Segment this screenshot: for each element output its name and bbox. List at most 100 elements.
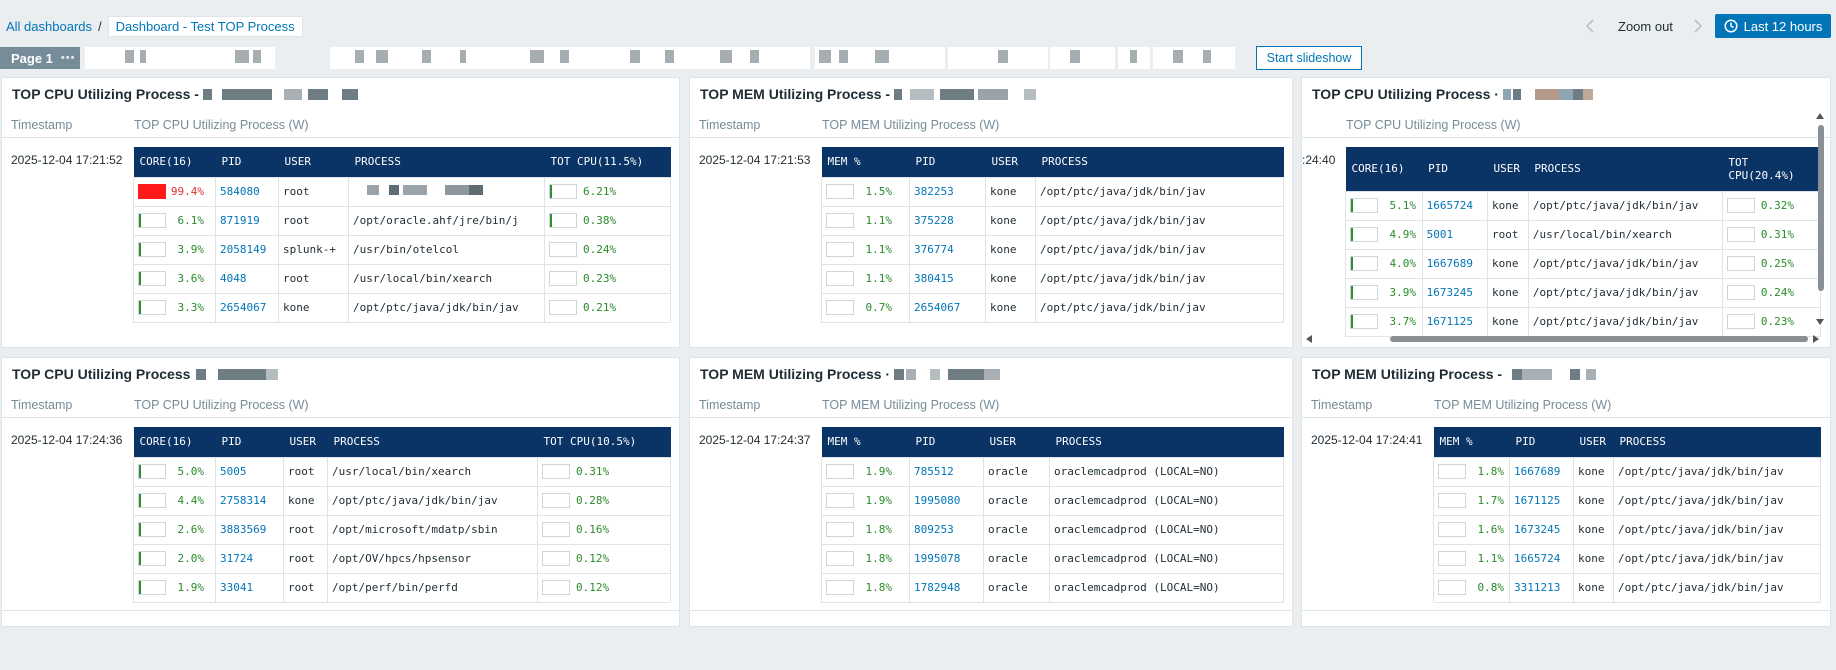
usage-bar [138,300,166,315]
cell-pid[interactable]: 2654067 [215,292,279,323]
cell-pid[interactable]: 380415 [909,263,986,294]
redacted-hostname [1502,88,1593,100]
redacted-page-tab[interactable] [85,47,275,69]
start-slideshow-button[interactable]: Start slideshow [1256,46,1362,70]
table-row: 1.8% 1782948 oracle oraclemcadprod (LOCAL=N… [821,572,1284,603]
cell-pid[interactable]: 3883569 [215,514,284,545]
cell-usage: 1.1% [821,205,910,236]
cell-pid[interactable]: 1665724 [1421,190,1488,221]
process-name: /opt/ptc/java/jdk/bin/jav [1532,286,1699,299]
tab-page-1[interactable]: Page 1 ••• [0,47,80,69]
cell-usage: 4.4% [133,485,216,516]
usage-percent: 1.1% [865,243,893,256]
time-range-button[interactable]: Last 12 hours [1715,14,1831,38]
breadcrumb-current-dashboard[interactable]: Dashboard - Test TOP Process [107,15,303,37]
cell-pid[interactable]: 1782948 [909,572,984,603]
cell-user: kone [1573,456,1614,487]
scroll-right-icon[interactable] [1813,335,1819,343]
zoom-out-button[interactable]: Zoom out [1618,19,1673,34]
cell-pid[interactable]: 871919 [215,205,279,236]
cell-pid[interactable]: 382253 [909,176,986,207]
redacted-page-tab[interactable] [815,47,945,69]
process-name: /opt/ptc/java/jdk/bin/jav [1532,199,1699,212]
column-value: TOP CPU Utilizing Process (W) [134,118,309,132]
cell-pid[interactable]: 1673245 [1421,277,1488,308]
redacted-process [367,185,483,198]
cell-pid[interactable]: 1665724 [1509,543,1574,574]
process-name: /opt/ptc/java/jdk/bin/jav [1040,243,1206,256]
cell-pid[interactable]: 4048 [215,263,279,294]
redacted-page-tab[interactable] [1118,47,1150,69]
cell-pid[interactable]: 5001 [1421,219,1488,250]
redacted-page-tab[interactable] [330,47,810,69]
vertical-scrollbar[interactable] [1815,111,1826,329]
column-value: TOP MEM Utilizing Process (W) [1434,398,1612,412]
usage-percent: 3.3% [177,301,205,314]
cell-user: root [283,514,328,545]
cell-pid[interactable]: 1673245 [1509,514,1574,545]
usage-percent: 1.8% [865,552,893,565]
table-row: 3.6% 4048 root/usr/local/bin/xearch 0.23% [133,263,671,294]
scroll-left-icon[interactable] [1306,335,1312,343]
horizontal-scrollbar[interactable] [1304,334,1823,344]
row-timestamp: 2025-12-04 17:21:53 [699,153,811,167]
cell-pid[interactable]: 1671125 [1421,306,1488,337]
cell-usage: 1.1% [821,263,910,294]
cell-pid[interactable]: 31724 [215,543,284,574]
usage-bar [1726,198,1755,213]
usage-bar-fill [1351,199,1353,212]
cell-usage: 3.7% [1345,306,1423,337]
cell-pid[interactable]: 3311213 [1509,572,1574,603]
usage-percent: 1.7% [1477,494,1505,507]
usage-bar [826,580,854,595]
cell-pid[interactable]: 809253 [909,514,984,545]
header-mem: MEM % [1433,427,1510,457]
cell-pid[interactable]: 33041 [215,572,284,603]
cell-process: /opt/ptc/java/jdk/bin/jav [1035,234,1284,265]
redacted-page-tab[interactable] [948,47,1048,69]
usage-bar [549,184,577,199]
cell-process: /opt/ptc/java/jdk/bin/jav [1527,248,1723,279]
header-user: USER [283,427,328,457]
usage-bar [1726,285,1755,300]
usage-percent: 1.8% [1477,465,1505,478]
scrollbar-thumb[interactable] [1390,336,1808,342]
column-timestamp: Timestamp [1311,398,1373,412]
chevron-right-icon[interactable] [1690,15,1706,37]
usage-bar [1438,464,1466,479]
cell-usage: 2.6% [133,514,216,545]
cell-pid[interactable]: 1667689 [1421,248,1488,279]
cell-pid[interactable]: 584080 [215,176,279,207]
usage-bar-fill [139,581,141,594]
cell-process: oraclemcadprod (LOCAL=NO) [1049,456,1284,487]
more-options-icon[interactable]: ••• [60,52,76,64]
cell-usage: 3.9% [1345,277,1423,308]
cell-pid[interactable]: 2654067 [909,292,986,323]
cell-pid[interactable]: 375228 [909,205,986,236]
redacted-page-tab[interactable] [1050,47,1115,69]
cell-pid[interactable]: 785512 [909,456,984,487]
chevron-left-icon[interactable] [1582,15,1598,37]
table-row: 1.7% 1671125 kone/opt/ptc/java/jdk/bin/jav [1433,485,1821,516]
table-row: 3.9% 2058149 splunk-+ /usr/bin/otelcol 0.24% [133,234,671,265]
cell-pid[interactable]: 2758314 [215,485,284,516]
scrollbar-thumb[interactable] [1818,125,1824,291]
process-name: oraclemcadprod (LOCAL=NO) [1054,465,1220,478]
cell-pid[interactable]: 5005 [215,456,284,487]
redacted-hostname [1506,368,1597,380]
breadcrumb-all-dashboards[interactable]: All dashboards [6,18,92,34]
cell-pid[interactable]: 1995078 [909,543,984,574]
cell-pid[interactable]: 376774 [909,234,986,265]
scroll-up-icon[interactable] [1816,113,1824,119]
redacted-page-tab[interactable] [1153,47,1235,69]
cell-pid[interactable]: 1995080 [909,485,984,516]
scroll-down-icon[interactable] [1816,319,1824,325]
usage-bar [1350,256,1378,271]
cell-pid[interactable]: 2058149 [215,234,279,265]
table-row: 2.6% 3883569 root/opt/microsoft/mdatp/sbin… [133,514,671,545]
cell-usage: 99.4% [133,176,216,207]
cell-pid[interactable]: 1667689 [1509,456,1574,487]
table-row: 3.7% 1671125 kone/opt/ptc/java/jdk/bin/jav… [1345,306,1822,337]
cell-pid[interactable]: 1671125 [1509,485,1574,516]
cell-user: root [283,456,328,487]
